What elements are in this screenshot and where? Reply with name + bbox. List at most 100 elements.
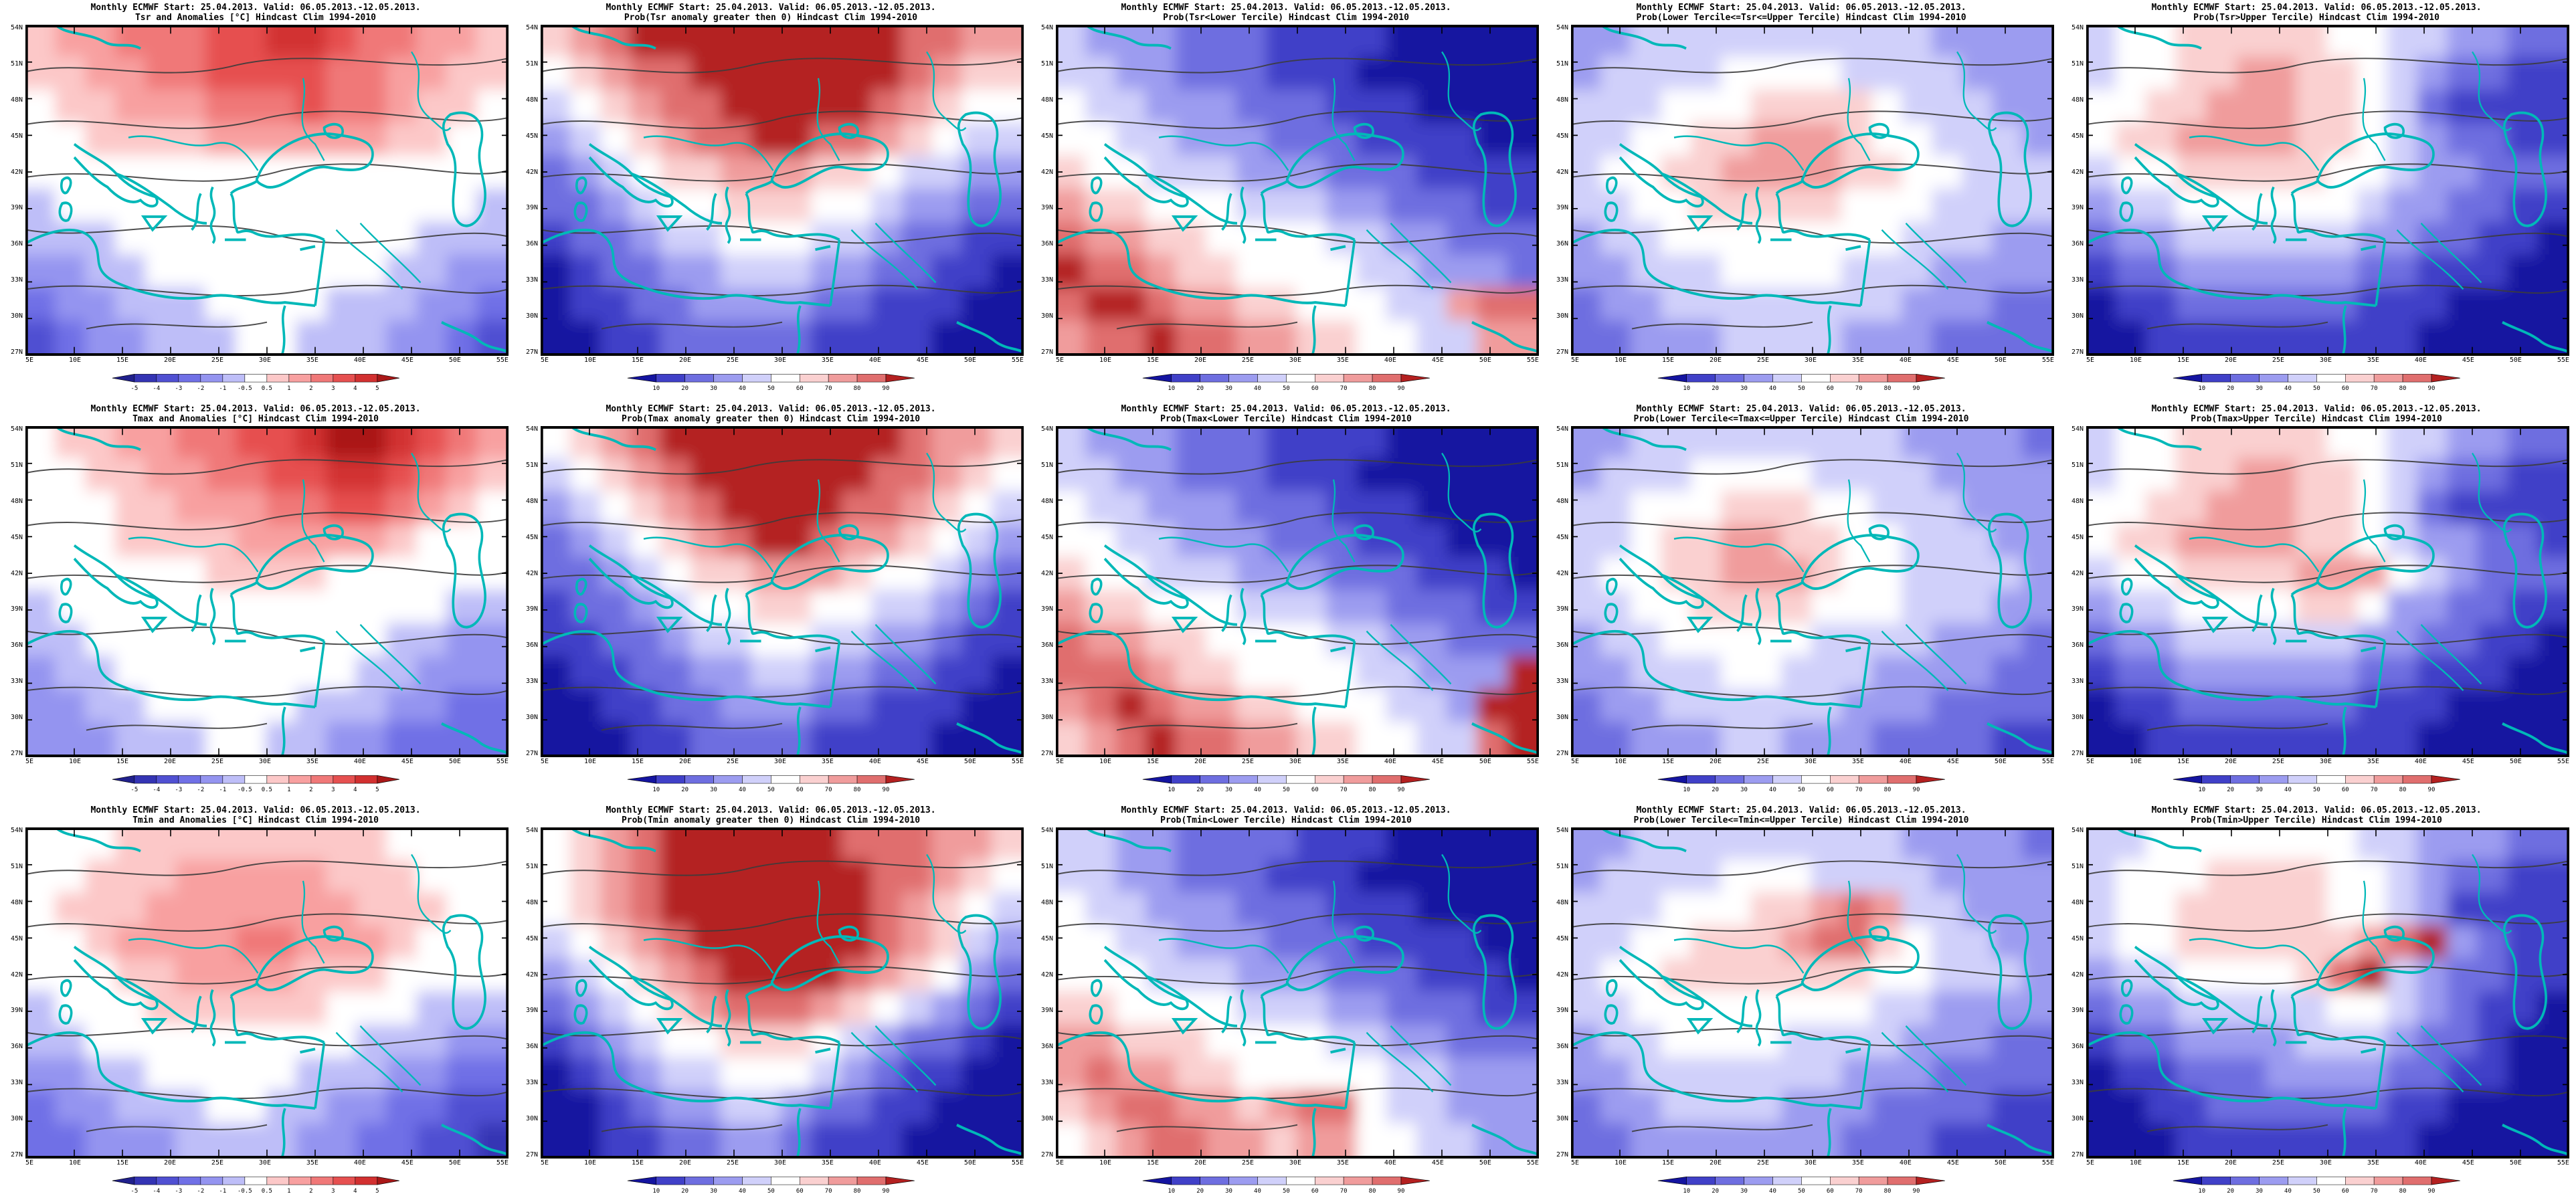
field-cell (2175, 991, 2209, 1028)
coastline (1311, 305, 1317, 355)
field-cell (1750, 958, 1784, 995)
field-cell (2386, 458, 2420, 495)
field-cell (446, 1057, 480, 1094)
coastline (2383, 122, 2405, 139)
field-cell (1295, 1057, 1329, 1094)
colorbar-tick-label: 10 (1168, 787, 1175, 793)
coastline (631, 172, 723, 225)
field-cell (446, 1024, 480, 1061)
field-cell (265, 859, 299, 896)
field-cell (1572, 859, 1604, 896)
coastline (441, 722, 508, 755)
field-cell (1871, 1024, 1905, 1061)
field-cell (840, 958, 875, 995)
field-cell (265, 254, 299, 291)
field-cell (1600, 320, 1634, 355)
colorbar-arrow-right (885, 374, 915, 383)
field-cell (175, 1024, 209, 1061)
lat-tick-label: 45N (1040, 132, 1053, 140)
coastline (2341, 706, 2347, 757)
colorbar-tick-label: 90 (2427, 787, 2435, 793)
field-cell (1811, 590, 1845, 627)
lat-tick-label: 42N (1040, 168, 1053, 176)
field-cell (2205, 557, 2239, 593)
colorbar-tick-label: 40 (1769, 787, 1776, 793)
field-cell (26, 189, 58, 225)
lon-tick-label: 45E (1946, 1159, 1959, 1167)
field-cell (1600, 722, 1634, 757)
field-cell (1720, 958, 1754, 995)
field-cell (1572, 320, 1604, 355)
field-cell (2537, 189, 2569, 225)
colorbar-segment (1343, 374, 1372, 383)
anomaly-field (26, 828, 508, 1158)
field-cell (1265, 1057, 1299, 1094)
field-cell (901, 958, 935, 995)
field-cell (476, 221, 508, 258)
field-cell (2416, 189, 2450, 225)
field-cell (145, 892, 179, 929)
field-cell (2506, 427, 2541, 462)
field-cell (2115, 828, 2149, 863)
lon-tick-label: 5E (2086, 357, 2095, 364)
field-cell (1841, 254, 1875, 291)
field-cell (810, 828, 844, 863)
field-cell (1991, 221, 2025, 258)
colorbar-tick-label: -5 (130, 385, 138, 392)
field-cell (931, 427, 965, 462)
contour-lines (2087, 459, 2569, 731)
field-cell (1175, 427, 1209, 462)
field-cell (1446, 56, 1480, 94)
field-cell (1630, 189, 1664, 225)
coastline (1103, 544, 1189, 609)
field-cell (2296, 254, 2330, 291)
field-cell (446, 221, 480, 258)
coastline (1353, 122, 1374, 139)
field-cell (2446, 892, 2480, 929)
coastlines (541, 828, 1023, 1158)
lat-tick-label: 42N (525, 569, 538, 577)
field-cell (54, 427, 88, 462)
field-cell (26, 828, 58, 863)
field-cell (1145, 122, 1179, 159)
coastline (1171, 215, 1198, 232)
river-line (1366, 1031, 1434, 1093)
field-cell (1175, 491, 1209, 528)
field-cell (1115, 688, 1149, 726)
field-cell (2386, 722, 2420, 757)
field-cell (325, 656, 359, 692)
lon-tick-label: 10E (1099, 357, 1112, 364)
field-cell (175, 491, 209, 528)
field-cell (26, 1123, 58, 1158)
colorbar-tick-label: 20 (1196, 385, 1204, 392)
coastline (570, 427, 656, 452)
colorbar-tick-label: -1 (219, 385, 226, 392)
lat-tick-label: 33N (525, 678, 538, 686)
colorbar-segment (310, 374, 333, 383)
field-cell (2416, 958, 2450, 995)
field-cell (325, 221, 359, 258)
field-cell (600, 688, 634, 726)
field-cell (541, 287, 573, 324)
field-cell (1961, 25, 1995, 60)
river-line (2472, 854, 2512, 934)
field-cell (780, 590, 814, 627)
field-cell (2386, 958, 2420, 995)
field-cell (235, 688, 269, 726)
field-cell (870, 491, 905, 528)
lat-axis: 54N 51N 48N 45N 42N 39N 36N 33N 30N 27N (3, 426, 25, 757)
colorbar-segment (1715, 775, 1744, 784)
river-line (850, 229, 919, 290)
colorbar-segment (1686, 374, 1716, 383)
field-cell (2296, 991, 2330, 1028)
field-cell (2356, 90, 2390, 126)
coastline (229, 179, 259, 195)
lon-tick-label: 55E (2557, 357, 2569, 364)
lon-tick-label: 5E (541, 1159, 549, 1167)
colorbar-segment (200, 1177, 223, 1185)
colorbar-tick-label: 30 (1740, 385, 1748, 392)
lon-tick-label: 25E (726, 357, 739, 364)
colorbar-segment (355, 1177, 377, 1185)
field-cell (660, 155, 694, 192)
coastline (796, 706, 802, 757)
